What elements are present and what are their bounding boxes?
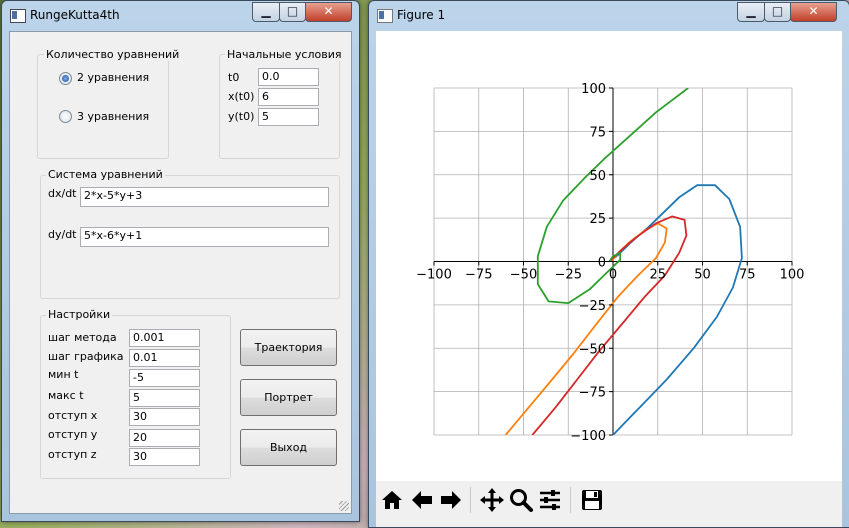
pan-icon[interactable]	[479, 487, 505, 513]
close-button[interactable]: ✕	[305, 2, 352, 22]
figure-maximize-icon: □	[771, 4, 784, 18]
x-tick-label: 50	[694, 268, 711, 283]
system-label: Система уравнений	[46, 168, 165, 181]
x-t0-label: x(t0)	[228, 90, 255, 103]
max-t-label: макс t	[48, 389, 84, 402]
equation-count-group	[37, 54, 169, 159]
toolbar-separator	[470, 487, 471, 513]
method-step-label: шаг метода	[48, 331, 117, 344]
y-tick-label: −25	[579, 299, 606, 314]
y-tick-label: −100	[570, 429, 606, 444]
x-tick-label: 0	[609, 268, 617, 283]
system-group	[40, 175, 340, 299]
left-client-area: Количество уравнений 2 уравнения 3 уравн…	[9, 31, 352, 514]
series-line	[536, 88, 689, 304]
offset-y-label: отступ y	[48, 428, 98, 441]
dxdt-label: dx/dt	[48, 187, 77, 200]
offset-x-label: отступ x	[48, 409, 98, 422]
min-t-label: мин t	[48, 368, 79, 381]
x-tick-label: −75	[465, 268, 492, 283]
settings-group	[40, 315, 231, 479]
figure-maximize-button[interactable]: □	[764, 2, 791, 22]
app-window-icon	[10, 9, 26, 23]
home-icon[interactable]	[379, 487, 405, 513]
left-title-bar[interactable]: RungeKutta4th ▁ □ ✕	[2, 1, 359, 29]
minimize-button[interactable]: ▁	[252, 2, 280, 22]
initial-conditions-label: Начальные условия	[225, 48, 344, 61]
x-tick-label: 100	[780, 268, 805, 283]
y-tick-label: 50	[589, 169, 606, 184]
minimize-icon: ▁	[261, 4, 271, 18]
figure-close-button[interactable]: ✕	[790, 2, 837, 22]
plot-step-field[interactable]: 0.01	[129, 349, 200, 367]
radio-2-equations[interactable]	[59, 72, 72, 85]
figure-title-bar[interactable]: Figure 1 ▁ □ ✕	[369, 1, 849, 29]
equation-count-label: Количество уравнений	[44, 48, 182, 61]
max-t-field[interactable]: 5	[129, 389, 200, 407]
offset-x-field[interactable]: 30	[129, 408, 200, 426]
x-tick-label: 25	[649, 268, 666, 283]
y-tick-label: 25	[589, 212, 606, 227]
save-icon[interactable]	[579, 487, 605, 513]
x-tick-label: 75	[739, 268, 756, 283]
offset-z-field[interactable]: 30	[129, 448, 200, 466]
phase-portrait-chart[interactable]: −100 −75 −50 −25 0 25 50 75 100 −100 −75 −50 −25 0 25 5…	[376, 31, 842, 481]
dxdt-field[interactable]: 2*x-5*y+3	[80, 187, 329, 207]
portrait-button[interactable]: Портрет	[240, 379, 337, 416]
method-step-field[interactable]: 0.001	[129, 329, 200, 347]
zoom-icon[interactable]	[508, 487, 534, 513]
runge-kutta-window: RungeKutta4th ▁ □ ✕ Количество уравнений…	[1, 0, 360, 522]
x-tick-label: −25	[555, 268, 582, 283]
x-tick-label: −50	[510, 268, 537, 283]
y-t0-label: y(t0)	[228, 110, 255, 123]
left-window-title: RungeKutta4th	[30, 8, 120, 22]
dydt-field[interactable]: 5*x-6*y+1	[80, 227, 329, 247]
forward-arrow-icon[interactable]	[438, 487, 464, 513]
maximize-icon: □	[286, 4, 299, 18]
figure-minimize-icon: ▁	[746, 4, 756, 18]
maximize-button[interactable]: □	[279, 2, 306, 22]
radio-3-equations-label[interactable]: 3 уравнения	[77, 110, 150, 123]
dydt-label: dy/dt	[48, 228, 77, 241]
subplots-icon[interactable]	[537, 487, 563, 513]
figure-minimize-button[interactable]: ▁	[737, 2, 765, 22]
settings-label: Настройки	[46, 308, 113, 321]
resize-grip[interactable]	[339, 501, 349, 511]
x-t0-field[interactable]: 6	[258, 88, 319, 106]
radio-3-equations[interactable]	[59, 110, 72, 123]
plot-area[interactable]: −100 −75 −50 −25 0 25 50 75 100 −100 −75 −50 −25 0 25 5…	[376, 31, 842, 481]
y-tick-label: −75	[579, 386, 606, 401]
y-tick-label: 75	[589, 125, 606, 140]
figure-window-title: Figure 1	[397, 8, 446, 22]
y-tick-label: −50	[579, 342, 606, 357]
plot-step-label: шаг графика	[48, 350, 124, 363]
y-t0-field[interactable]: 5	[258, 108, 319, 126]
toolbar-separator	[570, 487, 571, 513]
close-icon: ✕	[323, 4, 334, 18]
offset-y-field[interactable]: 20	[129, 429, 200, 447]
exit-button[interactable]: Выход	[240, 429, 337, 466]
figure-window: Figure 1 ▁ □ ✕ −100 −75 −50 −25 0 25 50 75 100 −1…	[368, 0, 849, 528]
x-tick-label: −100	[416, 268, 452, 283]
back-arrow-icon[interactable]	[409, 487, 435, 513]
radio-2-equations-label[interactable]: 2 уравнения	[77, 71, 150, 84]
y-tick-label: 0	[598, 256, 606, 271]
figure-window-icon	[377, 9, 393, 23]
figure-toolbar	[376, 481, 842, 527]
min-t-field[interactable]: -5	[129, 369, 200, 387]
trajectory-button[interactable]: Траектория	[240, 329, 337, 366]
y-tick-label: 100	[581, 82, 606, 97]
t0-label: t0	[228, 71, 240, 84]
series-line	[531, 215, 688, 435]
series-line	[608, 184, 743, 435]
offset-z-label: отступ z	[48, 448, 97, 461]
figure-close-icon: ✕	[808, 4, 819, 18]
t0-field[interactable]: 0.0	[258, 68, 319, 86]
